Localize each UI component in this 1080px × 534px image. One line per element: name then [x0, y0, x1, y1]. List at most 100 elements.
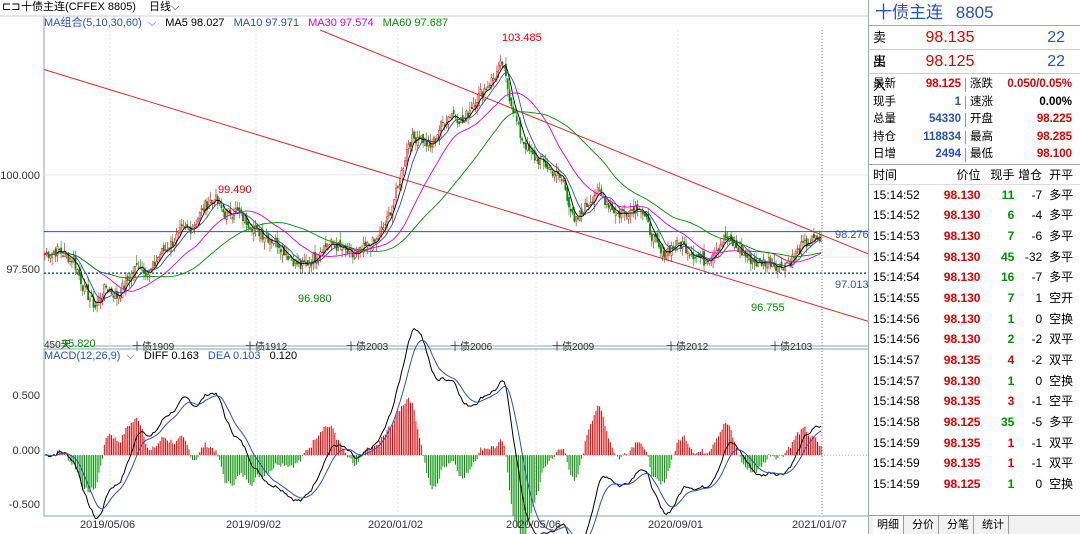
tick-row[interactable]: 15:14:54 98.130 45 -32 多平 — [869, 247, 1080, 268]
candle-body — [387, 212, 390, 216]
tick-row[interactable]: 15:14:54 98.130 16 -7 多平 — [869, 267, 1080, 288]
quote-stats: 最新 98.125 涨跌 0.050/0.05% 现手 1 速涨 0.00% 总量 54330 开盘… — [869, 74, 1080, 165]
tab-detail[interactable]: 明细 — [873, 516, 904, 534]
upper-line-label: 98.276 — [835, 229, 869, 241]
candle-body — [413, 131, 415, 139]
candle-body — [593, 195, 596, 205]
tick-row[interactable]: 15:14:59 98.135 1 -1 双平 — [869, 453, 1080, 474]
candle-body — [795, 251, 797, 260]
stat-value: 54330 — [929, 113, 961, 125]
menu-icon[interactable]: ⊏⊐ — [2, 1, 21, 13]
tick-row[interactable]: 15:14:56 98.130 1 0 空换 — [869, 309, 1080, 330]
candle-body — [764, 260, 767, 267]
period-selector[interactable]: 日线⌵ — [149, 0, 179, 15]
tick-price: 98.130 — [943, 270, 981, 285]
candle-body — [748, 253, 750, 260]
tick-type: 多平 — [1049, 249, 1074, 264]
candle-body — [215, 194, 217, 200]
candle-body — [802, 241, 804, 243]
macd-y-tick-neg-0-5: -0.500 — [8, 499, 40, 511]
tick-row[interactable]: 15:14:59 98.135 1 -1 双平 — [869, 433, 1080, 454]
candle-body — [685, 243, 687, 254]
candle-body — [786, 262, 788, 264]
tab-price-distribution[interactable]: 分价 — [908, 516, 939, 534]
divider — [965, 148, 966, 162]
candle-body — [236, 207, 239, 211]
candle-body — [182, 225, 185, 229]
candle-body — [153, 261, 156, 266]
ma-group-label[interactable]: MA组合(5,10,30,60) ⌵ — [44, 17, 157, 29]
tick-row[interactable]: 15:14:58 98.125 35 -5 多平 — [869, 412, 1080, 433]
candle-body — [550, 168, 552, 171]
candle-body — [202, 208, 205, 211]
candle-body — [634, 205, 637, 214]
candle-body — [452, 110, 455, 115]
tick-oi-change: -32 — [1024, 249, 1043, 264]
tick-time: 15:14:54 — [873, 249, 920, 264]
stat-label: 开盘 — [970, 113, 993, 125]
stat-label: 持仓 — [873, 130, 896, 143]
diff-value: DIFF 0.163 — [143, 350, 199, 362]
candle-body — [813, 233, 815, 239]
kline-chart-svg[interactable] — [0, 0, 868, 534]
tick-time: 15:14:59 — [873, 456, 920, 471]
candle-body — [434, 138, 437, 141]
tick-row[interactable]: 15:14:52 98.130 6 -4 多平 — [869, 205, 1080, 226]
candle-body — [121, 283, 124, 298]
kline-chart-area[interactable]: ⊏⊐ 十债主连(CFFEX 8805) 日线⌵ MA组合(5,10,30,60)… — [0, 0, 869, 534]
tick-volume: 11 — [1001, 187, 1015, 202]
candle-body — [746, 254, 749, 258]
tick-type: 空平 — [1049, 394, 1074, 409]
candle-body — [328, 244, 331, 247]
tick-row[interactable]: 15:14:56 98.130 2 -2 双平 — [869, 329, 1080, 350]
candle-body — [555, 170, 558, 176]
candle-body — [393, 199, 396, 209]
candle-body — [704, 260, 707, 264]
stat-value: 98.285 — [1036, 130, 1072, 143]
tick-row[interactable]: 15:14:55 98.130 7 1 空开 — [869, 288, 1080, 309]
tick-volume: 3 — [1007, 394, 1015, 409]
candle-body — [755, 259, 758, 267]
candle-body — [442, 121, 444, 124]
tick-row[interactable]: 15:14:53 98.130 7 -6 多平 — [869, 226, 1080, 247]
candle-body — [496, 71, 498, 78]
tick-row[interactable]: 15:14:57 98.130 1 0 空换 — [869, 371, 1080, 392]
tick-volume: 7 — [1007, 290, 1015, 305]
tick-price: 98.130 — [943, 332, 981, 347]
candle-body — [818, 238, 821, 241]
candle-body — [474, 105, 477, 107]
tick-volume: 6 — [1007, 208, 1015, 223]
candle-body — [604, 196, 606, 205]
candle-body — [616, 212, 619, 215]
tab-statistics[interactable]: 统计 — [978, 516, 1009, 534]
tick-row[interactable]: 15:14:57 98.135 4 -2 双平 — [869, 350, 1080, 371]
candle-body — [661, 247, 664, 257]
tab-trades[interactable]: 分笔 — [943, 516, 974, 534]
candle-body — [627, 216, 630, 220]
candle-body — [382, 227, 385, 230]
macd-label[interactable]: MACD(12,26,9) ⌵ — [44, 350, 135, 362]
candle-body — [78, 269, 80, 276]
tick-row[interactable]: 15:14:59 98.125 1 0 空换 — [869, 474, 1080, 495]
candle-body — [54, 248, 57, 257]
diff-line — [44, 327, 822, 534]
tick-list[interactable]: 15:14:52 98.130 11 -7 多平 15:14:52 98.130 6 -4 多平 1… — [869, 185, 1080, 495]
contract-label: 十债1909 — [132, 342, 175, 353]
candle-body — [652, 234, 655, 243]
candle-body — [94, 305, 97, 308]
macd-legend: MACD(12,26,9) ⌵ DIFF 0.163 DEA 0.103 0.12… — [44, 349, 303, 363]
candle-body — [112, 295, 115, 298]
candle-body — [739, 247, 741, 254]
candle-body — [757, 260, 759, 267]
candle-body — [324, 243, 327, 248]
candle-body — [398, 184, 401, 186]
candle-body — [546, 163, 549, 169]
tick-row[interactable]: 15:14:58 98.135 3 -1 空平 — [869, 391, 1080, 412]
candle-body — [341, 249, 343, 251]
candle-body — [771, 263, 774, 268]
candle-body — [692, 252, 695, 260]
candle-body — [287, 255, 289, 260]
tick-row[interactable]: 15:14:52 98.130 11 -7 多平 — [869, 185, 1080, 206]
stat-value: 98.225 — [1036, 113, 1072, 125]
candle-body — [164, 249, 167, 251]
